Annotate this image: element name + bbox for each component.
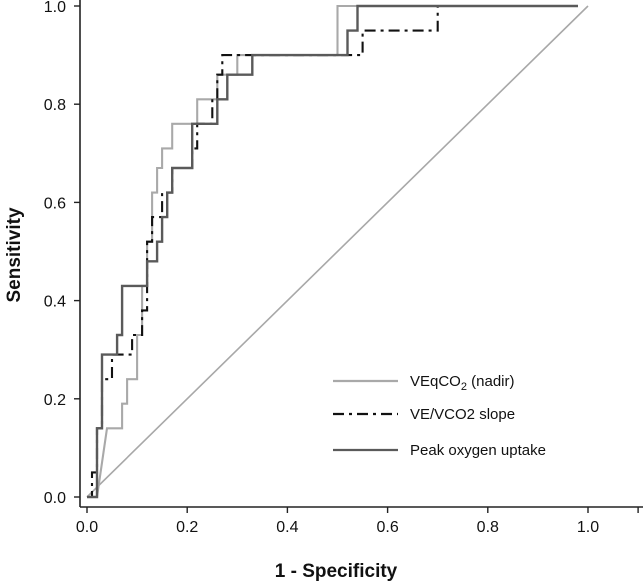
x-tick-label: 0.8	[477, 519, 499, 536]
ticks-layer: 0.0 0.2 0.4 0.6 0.8 1.0 0.0 0.2 0.4 0.6 0.8 1.0	[44, 0, 639, 536]
series-line-2	[87, 6, 439, 499]
y-tick-label: 1.0	[44, 0, 66, 16]
series-layer	[87, 4, 578, 499]
y-tick-label: 0.6	[44, 195, 66, 212]
legend-label-1: VEqCO2 (nadir)	[410, 373, 515, 393]
y-tick-label: 0.2	[44, 392, 66, 409]
series-line-1	[87, 4, 578, 499]
x-tick-label: 0.2	[176, 519, 198, 536]
reference-layer	[86, 5, 589, 498]
y-tick-label: 0.4	[44, 294, 66, 311]
legend-label-3: Peak oxygen uptake	[410, 442, 546, 459]
x-tick-label: 0.0	[76, 519, 98, 536]
series-line-3	[87, 4, 578, 499]
legend: VEqCO2 (nadir) VE/VCO2 slope Peak oxygen u…	[333, 373, 546, 459]
y-tick-label: 0.0	[44, 490, 66, 507]
legend-label-2: VE/VCO2 slope	[410, 406, 515, 423]
x-tick-label: 0.4	[276, 519, 298, 536]
x-tick-label: 0.6	[376, 519, 398, 536]
y-axis-title: Sensitivity	[4, 207, 25, 302]
axes-layer	[79, 0, 643, 508]
reference-diagonal	[86, 5, 589, 498]
x-axis-title: 1 - Specificity	[275, 561, 398, 582]
x-tick-label: 1.0	[577, 519, 599, 536]
y-tick-label: 0.8	[44, 97, 66, 114]
